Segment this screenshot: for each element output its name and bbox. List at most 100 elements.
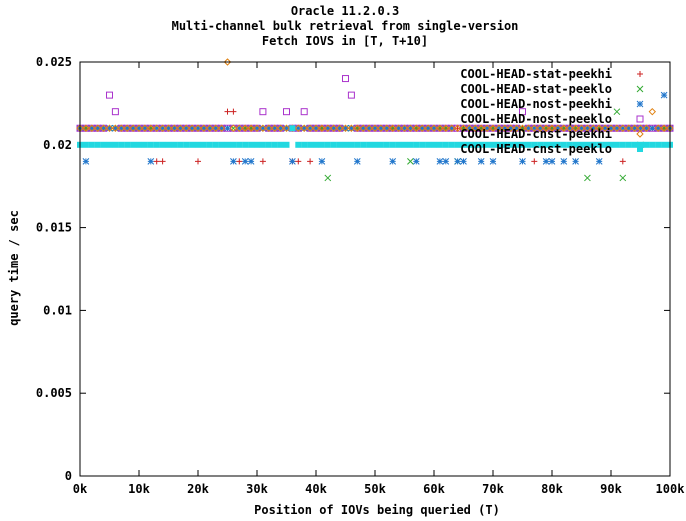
data-point — [111, 124, 120, 132]
data-point — [389, 124, 397, 132]
data-point — [442, 141, 449, 148]
data-point — [589, 124, 597, 132]
data-point — [383, 141, 390, 148]
data-point — [206, 124, 214, 132]
data-point — [590, 141, 597, 148]
data-point — [259, 158, 266, 165]
data-point — [472, 141, 479, 148]
legend-label: COOL-HEAD-nost-peekhi — [460, 97, 612, 111]
data-point — [348, 141, 355, 148]
data-point — [271, 141, 278, 148]
data-point — [159, 158, 166, 165]
data-point — [336, 141, 343, 148]
data-point — [164, 124, 173, 132]
data-point — [360, 141, 367, 148]
y-tick-label: 0.01 — [43, 303, 72, 317]
data-point — [613, 124, 621, 132]
data-point — [436, 124, 444, 132]
data-point — [447, 124, 456, 132]
data-point — [312, 124, 320, 132]
data-point — [507, 124, 515, 132]
data-point — [99, 124, 108, 132]
data-point — [471, 124, 480, 132]
data-point — [300, 124, 308, 132]
data-point — [347, 91, 355, 99]
data-point — [100, 124, 107, 132]
data-points — [76, 58, 674, 182]
x-tick-label: 60k — [423, 482, 445, 496]
data-point — [489, 124, 497, 132]
data-point — [347, 124, 356, 132]
data-point — [649, 141, 656, 148]
data-point — [400, 124, 409, 132]
data-point — [200, 124, 208, 132]
data-point — [176, 124, 185, 132]
data-point — [489, 124, 497, 132]
data-point — [460, 141, 467, 148]
data-point — [406, 124, 415, 132]
data-point — [242, 141, 249, 148]
data-point — [506, 124, 515, 132]
data-point — [548, 124, 556, 132]
data-point — [407, 141, 414, 148]
data-point — [524, 124, 533, 132]
data-point — [660, 124, 668, 132]
data-point — [554, 141, 561, 148]
data-point — [200, 124, 208, 132]
data-point — [436, 141, 443, 148]
data-point — [401, 141, 408, 148]
data-point — [129, 124, 137, 132]
data-point — [560, 158, 568, 165]
data-point — [371, 124, 379, 132]
data-point — [389, 141, 396, 148]
data-point — [117, 124, 126, 132]
y-tick-label: 0 — [65, 469, 72, 483]
data-point — [584, 124, 591, 132]
data-point — [478, 141, 485, 148]
data-point — [318, 124, 326, 132]
data-point — [459, 124, 468, 132]
data-point — [572, 158, 579, 165]
data-point — [354, 141, 361, 148]
data-point — [512, 124, 521, 132]
data-point — [643, 141, 650, 148]
data-point — [631, 124, 638, 132]
data-point — [313, 141, 319, 148]
data-point — [412, 158, 420, 165]
plot-area-frame — [79, 61, 671, 477]
data-point — [442, 158, 450, 165]
data-point — [294, 124, 302, 132]
data-point — [525, 124, 532, 132]
data-point — [371, 124, 379, 132]
data-point — [589, 124, 598, 132]
series-COOL-HEAD-cnst-peeklo — [77, 125, 673, 148]
data-point — [141, 141, 148, 148]
data-point — [394, 124, 403, 132]
x-tick-label: 10k — [128, 482, 150, 496]
data-point — [377, 141, 384, 148]
data-point — [489, 158, 497, 165]
data-point — [318, 124, 326, 132]
data-point — [324, 141, 331, 148]
data-point — [424, 124, 432, 132]
data-point — [625, 124, 633, 132]
data-point — [153, 158, 160, 165]
data-point — [159, 141, 166, 148]
x-axis-label: Position of IOVs being queried (T) — [254, 503, 500, 517]
data-point — [607, 124, 615, 132]
data-point — [383, 124, 391, 132]
data-point — [218, 141, 225, 148]
data-point — [353, 124, 362, 132]
x-tick-label: 70k — [482, 482, 504, 496]
data-point — [483, 124, 491, 132]
data-point — [93, 124, 102, 132]
data-point — [147, 124, 155, 132]
legend-label: COOL-HEAD-cnst-peekhi — [460, 127, 612, 141]
data-point — [430, 124, 438, 132]
data-point — [248, 141, 255, 148]
data-point — [223, 58, 232, 66]
data-point — [300, 124, 308, 132]
data-point — [595, 158, 603, 165]
data-point — [572, 141, 579, 148]
